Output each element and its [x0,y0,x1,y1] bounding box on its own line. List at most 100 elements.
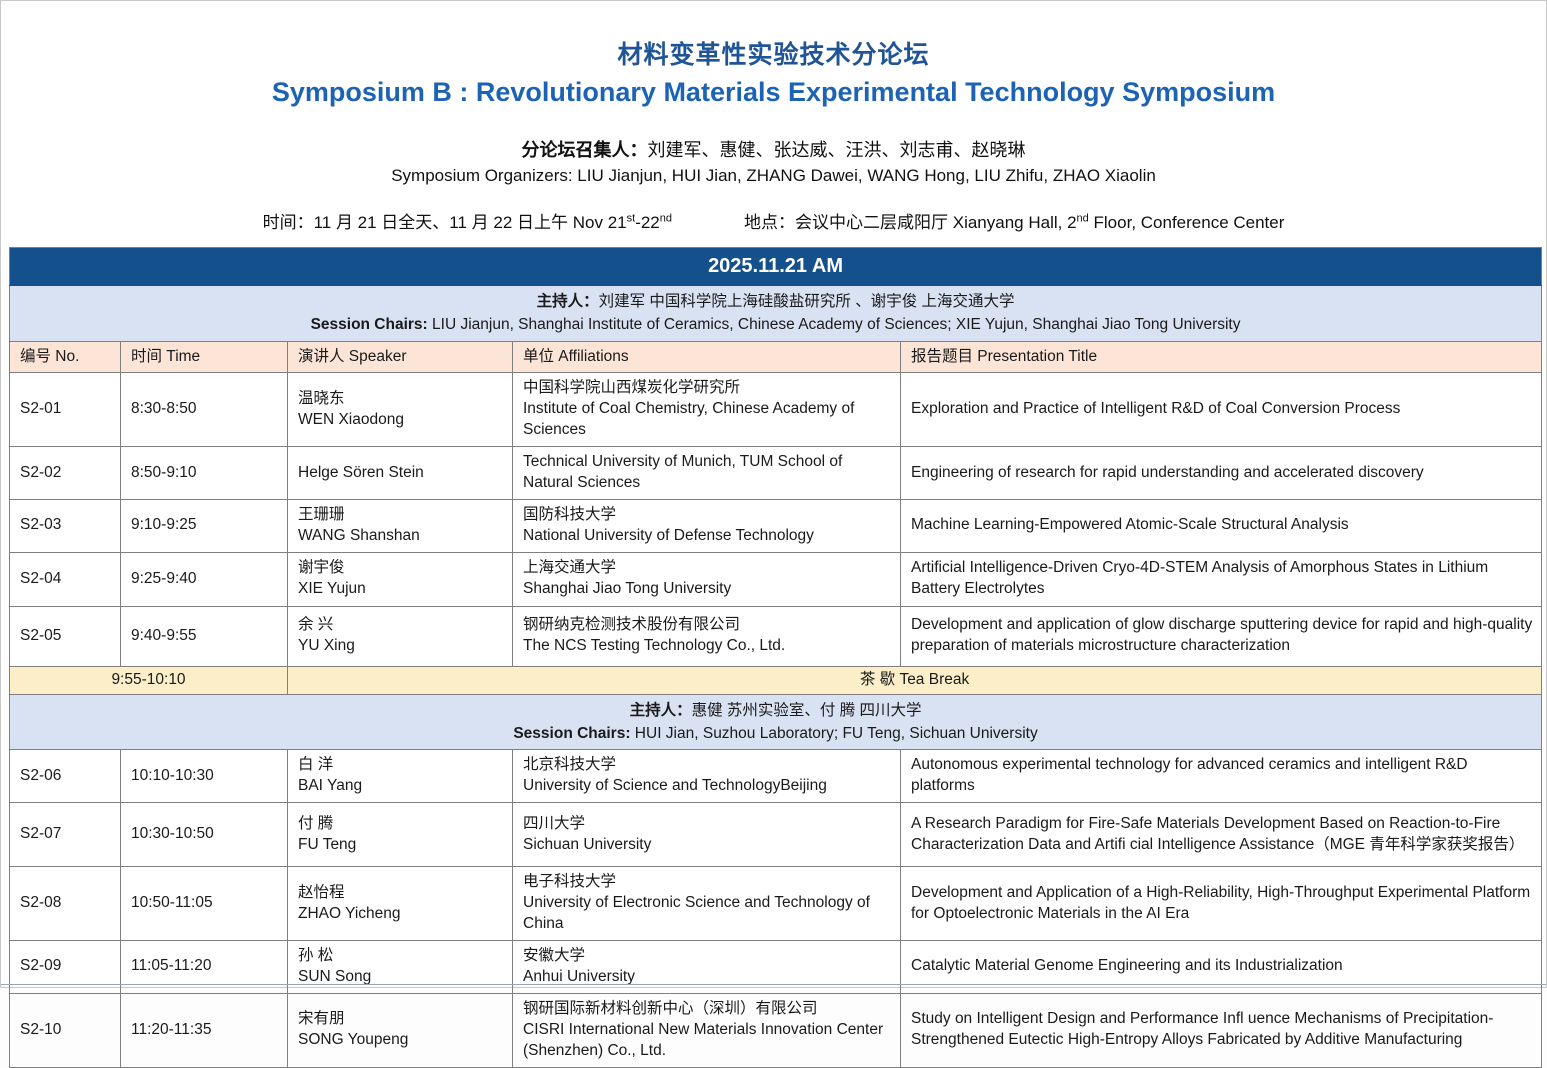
time-info: 时间：11 月 21 日全天、11 月 22 日上午 Nov 21st-22nd [263,208,672,233]
speaker-zh: 谢宇俊 [298,559,345,577]
cell-no: S2-05 [9,605,121,667]
cell-affiliation: 钢研纳克检测技术股份有限公司 The NCS Testing Technology… [512,605,901,667]
affil-en: National University of Defense Technolog… [523,526,814,544]
organizers-label: 分论坛召集人： [521,140,648,160]
affil-en: University of Electronic Science and Tec… [523,894,870,933]
organizers-line-chinese: 分论坛召集人：刘建军、惠健、张达威、汪洪、刘志甫、赵晓琳 [1,136,1546,162]
cell-speaker: 余 兴 YU Xing [287,605,513,667]
cell-affiliation: 安徽大学 Anhui University [512,939,901,994]
speaker-zh: 孙 松 [298,946,334,964]
cell-presentation-title: Development and application of glow disc… [899,605,1543,667]
date-banner-row: 2025.11.21 AM [8,247,1543,286]
table-row: S2-02 8:50-9:10 Helge Sören Stein Techni… [9,446,1543,501]
speaker-en: ZHAO Yicheng [298,904,401,922]
table-row: S2-08 10:50-11:05 赵怡程 ZHAO Yicheng 电子科技大学… [9,866,1543,941]
tea-break-row: 9:55-10:10 茶 歇 Tea Break [9,665,1543,695]
location-chinese: 地点：会议中心二层咸阳厅 [744,213,949,232]
cell-time: 10:30-10:50 [120,802,288,868]
time-location-row: 时间：11 月 21 日全天、11 月 22 日上午 Nov 21st-22nd… [1,208,1546,233]
affil-zh: 钢研纳克检测技术股份有限公司 [523,616,741,634]
affil-en: The NCS Testing Technology Co., Ltd. [523,637,786,655]
chairs-label-en: Session Chairs: [310,316,428,334]
cell-presentation-title: Engineering of research for rapid unders… [899,446,1543,501]
organizers-names-chinese: 刘建军、惠健、张达威、汪洪、刘志甫、赵晓琳 [647,140,1026,160]
cell-speaker: 孙 松 SUN Song [287,939,513,994]
time-chinese: 时间：11 月 21 日全天、11 月 22 日上午 [262,213,569,232]
clipped-next-row-divider [1,984,1546,985]
cell-speaker: 赵怡程 ZHAO Yicheng [287,866,513,941]
page-title-english: Symposium B : Revolutionary Materials Ex… [271,77,1276,107]
page-title-chinese: 材料变革性实验技术分论坛 [617,41,930,69]
cell-time: 9:10-9:25 [120,499,288,553]
affil-en: CISRI International New Materials Innova… [523,1020,884,1059]
cell-speaker: Helge Sören Stein [287,446,513,501]
column-header-row: 编号 No. 时间 Time 演讲人 Speaker 单位 Affiliatio… [9,340,1543,374]
speaker-en: WEN Xiaodong [298,410,404,428]
affil-en: Institute of Coal Chemistry, Chinese Aca… [523,400,855,439]
session2-chairs-english: Session Chairs: HUI Jian, Suzhou Laborat… [20,722,1531,745]
session2-chairs-chinese: 主持人：惠健 苏州实验室、付 腾 四川大学 [20,699,1531,722]
schedule-table: 2025.11.21 AM 主持人：刘建军 中国科学院上海硅酸盐研究所 、谢宇俊… [8,247,1543,1068]
chairs-names-en: HUI Jian, Suzhou Laboratory; FU Teng, Si… [630,725,1038,743]
speaker-zh: 赵怡程 [298,883,345,901]
cell-presentation-title: Artificial Intelligence-Driven Cryo-4D-S… [899,551,1543,607]
cell-speaker: 白 洋 BAI Yang [287,749,513,804]
location-english-2: Floor, Conference Center [1088,213,1285,232]
cell-speaker: 王珊珊 WANG Shanshan [287,499,513,553]
cell-no: S2-02 [9,446,121,501]
cell-speaker: 宋有朋 SONG Youpeng [287,992,513,1068]
affil-zh: 中国科学院山西煤炭化学研究所 [523,379,741,397]
speaker-en: SONG Youpeng [298,1031,409,1049]
table-row: S2-03 9:10-9:25 王珊珊 WANG Shanshan 国防科技大学 N… [9,499,1543,553]
cell-no: S2-07 [9,802,121,868]
cell-speaker: 付 腾 FU Teng [287,802,513,868]
cell-affiliation: Technical University of Munich, TUM Scho… [512,446,901,501]
speaker-en: WANG Shanshan [298,526,420,544]
table-row: S2-05 9:40-9:55 余 兴 YU Xing 钢研纳克检测技术股份有限公… [9,605,1543,667]
speaker-en: FU Teng [298,835,357,853]
speaker-zh: 温晓东 [298,389,345,407]
cell-presentation-title: Exploration and Practice of Intelligent … [899,372,1543,448]
cell-time: 10:10-10:30 [120,749,288,804]
affil-zh: 钢研国际新材料创新中心（深圳）有限公司 [523,999,818,1017]
cell-affiliation: 钢研国际新材料创新中心（深圳）有限公司 CISRI International N… [512,992,901,1068]
affil-zh: 四川大学 [523,814,586,832]
cell-affiliation: 北京科技大学 University of Science and Technolo… [512,749,901,804]
affil-en: Shanghai Jiao Tong University [523,580,732,598]
column-header-title: 报告题目 Presentation Title [899,340,1543,374]
chairs-names-en: LIU Jianjun, Shanghai Institute of Ceram… [427,316,1241,334]
column-header-affiliations: 单位 Affiliations [512,340,901,374]
cell-affiliation: 中国科学院山西煤炭化学研究所 Institute of Coal Chemistr… [512,372,901,448]
cell-presentation-title: Development and Application of a High-Re… [899,866,1543,941]
chairs-names-zh: 刘建军 中国科学院上海硅酸盐研究所 、谢宇俊 上海交通大学 [598,293,1015,310]
cell-no: S2-06 [9,749,121,804]
cell-time: 8:30-8:50 [120,372,288,448]
speaker-zh: 宋有朋 [298,1010,345,1028]
table-row: S2-04 9:25-9:40 谢宇俊 XIE Yujun 上海交通大学 Shang… [9,551,1543,607]
cell-time: 11:05-11:20 [120,939,288,994]
affil-en: Technical University of Munich, TUM Scho… [523,453,843,492]
column-header-no: 编号 No. [9,340,121,374]
cell-no: S2-03 [9,499,121,553]
affil-en: Sichuan University [523,835,652,853]
affil-en: University of Science and TechnologyBeij… [523,777,827,795]
cell-no: S2-10 [9,992,121,1068]
affil-zh: 北京科技大学 [523,756,617,774]
cell-time: 8:50-9:10 [120,446,288,501]
cell-affiliation: 国防科技大学 National University of Defense Tec… [512,499,901,553]
cell-presentation-title: Autonomous experimental technology for a… [899,749,1543,804]
speaker-en: XIE Yujun [298,580,366,598]
time-superscript-st: st [626,212,636,225]
location-info: 地点：会议中心二层咸阳厅 Xianyang Hall, 2nd Floor, C… [744,208,1284,233]
document-header: 材料变革性实验技术分论坛 Symposium B : Revolutionary… [1,1,1546,233]
chairs-names-zh: 惠健 苏州实验室、付 腾 四川大学 [691,701,922,719]
speaker-en: BAI Yang [298,777,363,795]
table-row: S2-10 11:20-11:35 宋有朋 SONG Youpeng 钢研国际新材… [9,992,1543,1068]
session1-chairs-english: Session Chairs: LIU Jianjun, Shanghai In… [20,313,1531,336]
cell-no: S2-08 [9,866,121,941]
cell-affiliation: 上海交通大学 Shanghai Jiao Tong University [512,551,901,607]
tea-break-time: 9:55-10:10 [9,665,288,695]
cell-presentation-title: A Research Paradigm for Fire-Safe Materi… [899,802,1543,868]
speaker-zh: 白 洋 [298,756,334,774]
cell-presentation-title: Catalytic Material Genome Engineering an… [899,939,1543,994]
